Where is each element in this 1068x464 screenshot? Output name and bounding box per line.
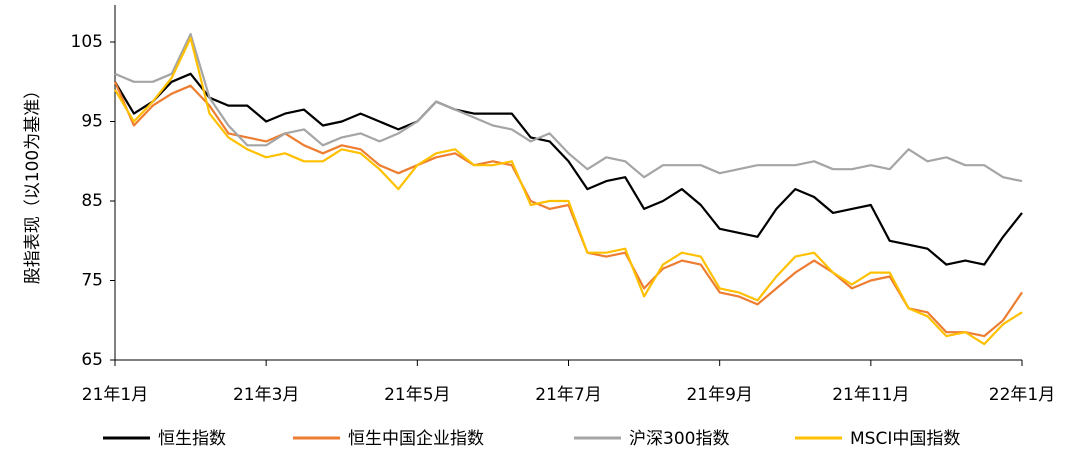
- legend-label: 恒生中国企业指数: [348, 429, 484, 449]
- x-tick-label: 22年1月: [989, 385, 1055, 405]
- x-tick-label: 21年3月: [233, 385, 299, 405]
- y-tick-label: 75: [81, 271, 103, 291]
- x-tick-label: 21年11月: [832, 385, 909, 405]
- y-tick-label: 105: [71, 32, 103, 52]
- x-tick-label: 21年5月: [384, 385, 450, 405]
- legend-label: 沪深300指数: [629, 429, 729, 449]
- y-tick-label: 85: [81, 191, 103, 211]
- y-axis-label: 股指表现（以100为基准）: [23, 82, 43, 284]
- series-line: [113, 81, 1023, 338]
- y-tick-label: 65: [81, 350, 103, 370]
- legend-label: 恒生指数: [158, 429, 226, 449]
- x-tick-label: 21年1月: [82, 385, 148, 405]
- y-tick-label: 95: [81, 112, 103, 132]
- x-tick-label: 21年9月: [686, 385, 752, 405]
- series-line: [114, 36, 1023, 346]
- x-tick-label: 21年7月: [535, 385, 601, 405]
- series-line: [114, 33, 1023, 183]
- legend-label: MSCI中国指数: [850, 429, 960, 449]
- series-line: [114, 72, 1023, 266]
